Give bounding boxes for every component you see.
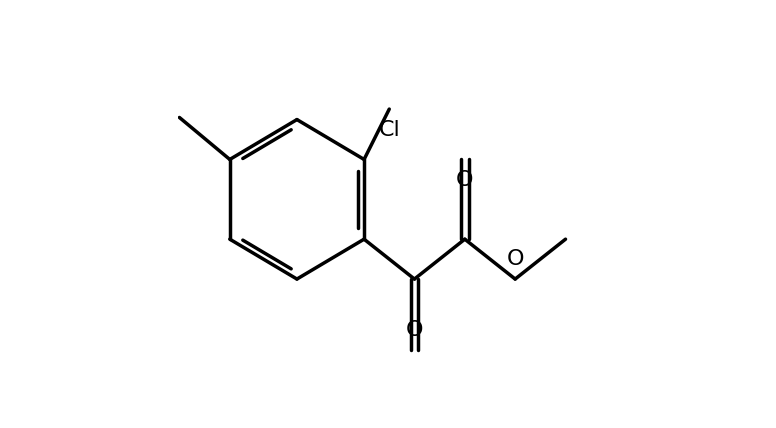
Text: O: O	[406, 320, 423, 340]
Text: O: O	[456, 170, 473, 190]
Text: O: O	[507, 249, 524, 268]
Text: Cl: Cl	[379, 119, 400, 140]
